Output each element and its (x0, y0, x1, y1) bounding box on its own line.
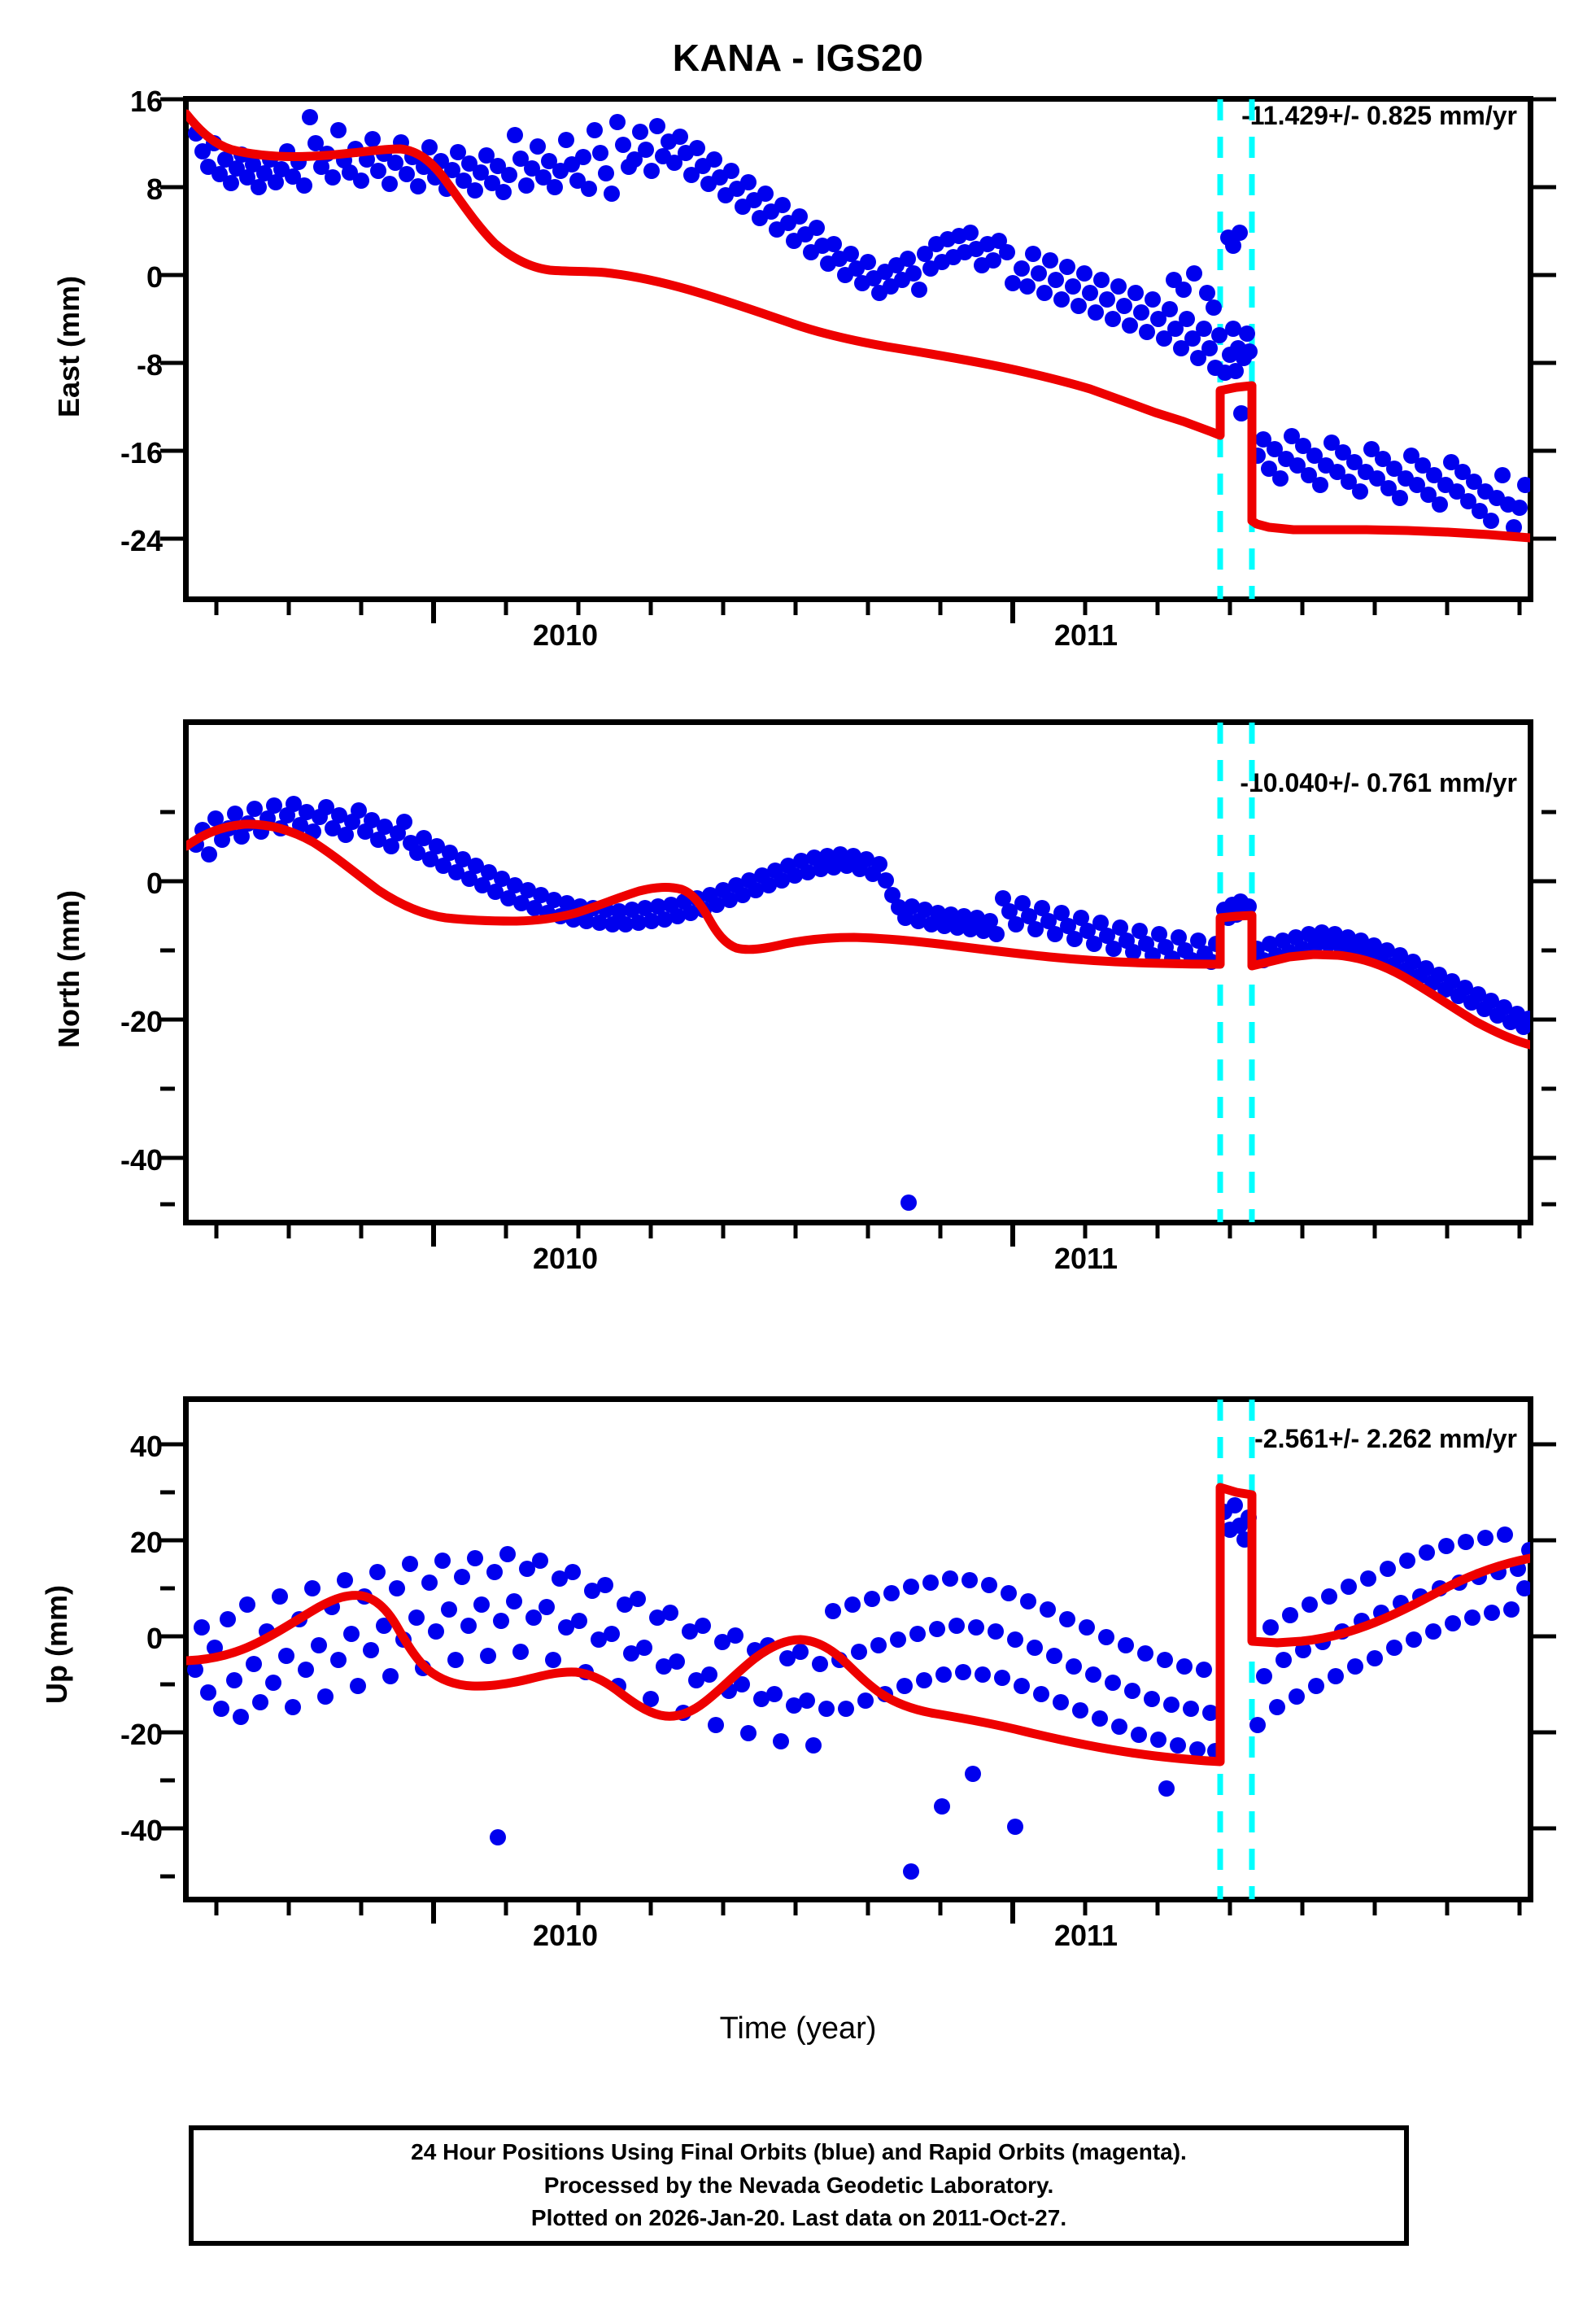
y-tick-label-east-8: 8 (146, 173, 163, 206)
model-curve-east (186, 109, 1530, 543)
x-tick-label-north-2011: 2011 (1053, 1242, 1119, 1275)
x-tick-label-up-2010: 2010 (532, 1919, 599, 1952)
y-tick-label-up-0: 0 (146, 1622, 163, 1655)
plot-canvas-north (160, 723, 1556, 1247)
footer-line-1: 24 Hour Positions Using Final Orbits (bl… (411, 2139, 1187, 2165)
plot-canvas-east (160, 97, 1556, 623)
page-title: KANA - IGS20 (672, 37, 924, 79)
model-curve-up (186, 1483, 1530, 1767)
y-tick-label-north-n20: -20 (120, 1005, 163, 1038)
y-tick-label-east-n24: -24 (120, 524, 163, 557)
y-tick-label-north-0: 0 (146, 867, 163, 900)
rate-label-up: -2.561+/- 2.262 mm/yr (1254, 1424, 1517, 1453)
panel-up: Up (mm) 40 20 0 -20 -40 -2.561+/- 2.262 … (0, 1383, 1596, 2067)
x-tick-label-north-2010: 2010 (532, 1242, 599, 1275)
y-tick-label-east-n8: -8 (136, 348, 163, 382)
footer-line-3: Plotted on 2026-Jan-20. Last data on 201… (530, 2205, 1067, 2231)
y-tick-label-east-16: 16 (129, 85, 163, 118)
rate-label-east: -11.429+/- 0.825 mm/yr (1241, 101, 1517, 130)
y-tick-label-up-40: 40 (129, 1430, 163, 1463)
rate-label-north: -10.040+/- 0.761 mm/yr (1240, 768, 1517, 797)
y-tick-label-up-20: 20 (129, 1526, 163, 1559)
x-axis-title: Time (year) (719, 2011, 877, 2046)
footer-note-box: 24 Hour Positions Using Final Orbits (bl… (189, 2125, 1409, 2246)
x-tick-label-east-2011: 2011 (1053, 618, 1119, 652)
y-tick-label-up-n20: -20 (120, 1718, 163, 1751)
y-tick-label-north-n40: -40 (120, 1143, 163, 1177)
panel-north: North (mm) 0 -20 -40 -10.040+/- 0.761 mm… (0, 700, 1596, 1343)
footer-line-2: Processed by the Nevada Geodetic Laborat… (543, 2172, 1054, 2198)
plot-frame-north (183, 719, 1533, 1225)
x-tick-label-east-2010: 2010 (532, 618, 599, 652)
plot-canvas-up (160, 1400, 1556, 1924)
panel-east: East (mm) 16 8 0 -8 -16 -24 -11.429+/- 0… (0, 0, 1596, 652)
y-tick-label-east-n16: -16 (120, 436, 163, 469)
y-tick-label-up-n40: -40 (120, 1814, 163, 1847)
y-tick-label-east-0: 0 (146, 260, 163, 294)
model-curve-north (186, 819, 1530, 1050)
x-tick-label-up-2011: 2011 (1053, 1919, 1119, 1952)
